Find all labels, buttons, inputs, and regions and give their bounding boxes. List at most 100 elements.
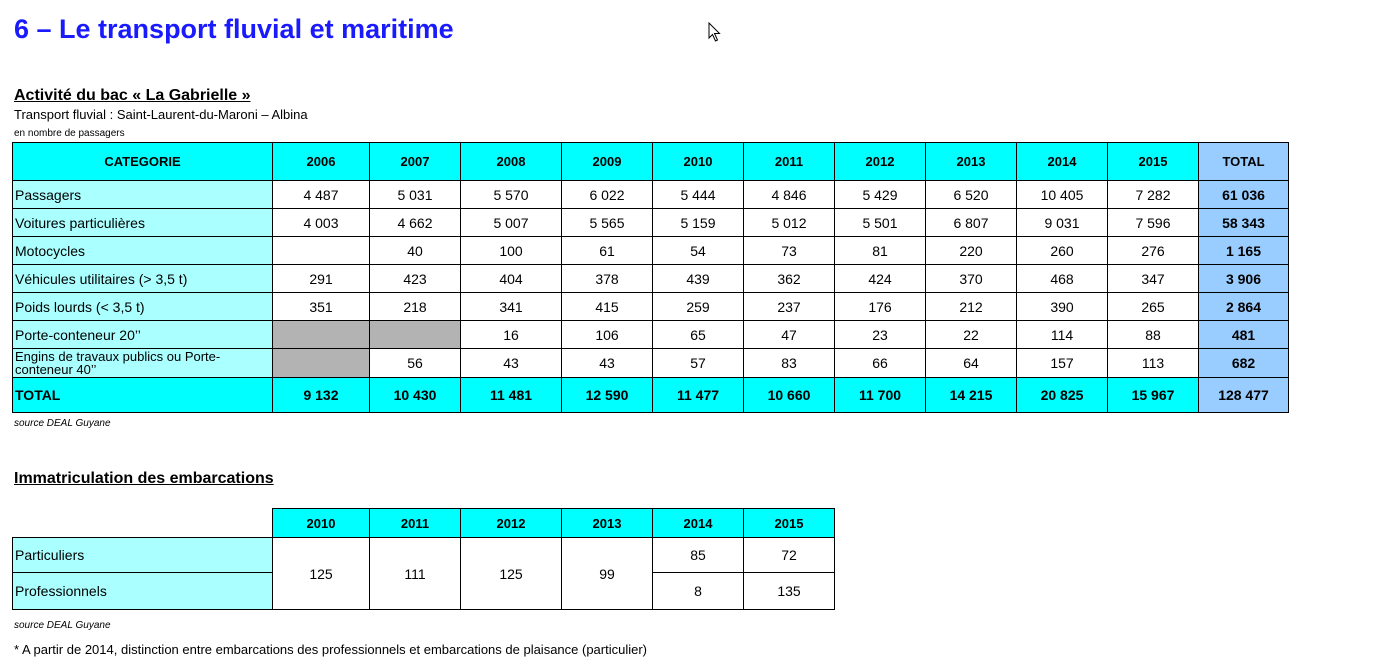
footnote: * A partir de 2014, distinction entre em… — [14, 642, 648, 657]
data-cell: 114 — [1016, 320, 1108, 349]
header-year: 2006 — [272, 142, 370, 181]
data-cell: 176 — [834, 292, 926, 321]
total-cell: 11 481 — [460, 377, 562, 413]
merged-cell: 99 — [561, 537, 653, 610]
data-cell: 212 — [925, 292, 1017, 321]
data-cell: 47 — [743, 320, 835, 349]
bac-activity-table: CATEGORIE 2006 2007 2008 2009 2010 2011 … — [12, 142, 1289, 413]
row-label: Particuliers — [12, 537, 273, 573]
data-cell: 423 — [369, 264, 461, 293]
total-cell: 10 660 — [743, 377, 835, 413]
row-label: Professionnels — [12, 572, 273, 610]
row-total-cell: 61 036 — [1198, 180, 1289, 209]
data-cell: 5 159 — [652, 208, 744, 237]
header-year: 2012 — [834, 142, 926, 181]
empty-cell — [272, 320, 370, 349]
total-cell: 20 825 — [1016, 377, 1108, 413]
data-cell: 83 — [743, 348, 835, 378]
data-cell: 9 031 — [1016, 208, 1108, 237]
data-cell: 5 570 — [460, 180, 562, 209]
total-cell: 10 430 — [369, 377, 461, 413]
data-cell: 6 520 — [925, 180, 1017, 209]
source-note-immat: source DEAL Guyane — [14, 620, 111, 631]
header-year: 2013 — [561, 508, 653, 538]
row-total-cell: 682 — [1198, 348, 1289, 378]
data-cell: 40 — [369, 236, 461, 265]
data-cell: 390 — [1016, 292, 1108, 321]
section-title-bac: Activité du bac « La Gabrielle » — [14, 87, 251, 104]
data-cell: 347 — [1107, 264, 1199, 293]
row-label: Voitures particulières — [12, 208, 273, 237]
data-cell: 341 — [460, 292, 562, 321]
table-row: Véhicules utilitaires (> 3,5 t) 291 423 404… — [12, 264, 1289, 293]
row-label: Poids lourds (< 3,5 t) — [12, 292, 273, 321]
data-cell: 415 — [561, 292, 653, 321]
table-header-row: 2010 2011 2012 2013 2014 2015 — [12, 508, 835, 538]
total-cell: 11 477 — [652, 377, 744, 413]
data-cell: 81 — [834, 236, 926, 265]
total-cell: 9 132 — [272, 377, 370, 413]
data-cell: 65 — [652, 320, 744, 349]
header-year: 2008 — [460, 142, 562, 181]
data-cell: 106 — [561, 320, 653, 349]
data-cell: 259 — [652, 292, 744, 321]
data-cell: 72 — [743, 537, 835, 573]
total-cell: 14 215 — [925, 377, 1017, 413]
data-cell: 61 — [561, 236, 653, 265]
data-cell: 57 — [652, 348, 744, 378]
header-category: CATEGORIE — [12, 142, 273, 181]
data-cell: 56 — [369, 348, 461, 378]
data-cell: 6 807 — [925, 208, 1017, 237]
unit-note: en nombre de passagers — [14, 128, 125, 139]
row-total-cell: 2 864 — [1198, 292, 1289, 321]
data-cell: 378 — [561, 264, 653, 293]
data-cell — [272, 236, 370, 265]
section-subtitle-bac: Transport fluvial : Saint-Laurent-du-Mar… — [14, 107, 308, 122]
data-cell: 260 — [1016, 236, 1108, 265]
data-cell: 237 — [743, 292, 835, 321]
header-year: 2010 — [272, 508, 370, 538]
data-cell: 4 662 — [369, 208, 461, 237]
merged-cell: 125 — [460, 537, 562, 610]
data-cell: 265 — [1107, 292, 1199, 321]
data-cell: 291 — [272, 264, 370, 293]
data-cell: 370 — [925, 264, 1017, 293]
header-year: 2007 — [369, 142, 461, 181]
table-row: Poids lourds (< 3,5 t) 351 218 341 415 259 237… — [12, 292, 1289, 321]
data-cell: 43 — [460, 348, 562, 378]
data-cell: 22 — [925, 320, 1017, 349]
data-cell: 468 — [1016, 264, 1108, 293]
data-cell: 73 — [743, 236, 835, 265]
immat-table: 2010 2011 2012 2013 2014 2015 Particulie… — [12, 508, 835, 610]
data-cell: 276 — [1107, 236, 1199, 265]
data-cell: 23 — [834, 320, 926, 349]
row-total-cell: 58 343 — [1198, 208, 1289, 237]
header-year: 2015 — [743, 508, 835, 538]
data-cell: 157 — [1016, 348, 1108, 378]
data-cell: 220 — [925, 236, 1017, 265]
merged-cell: 125 — [272, 537, 370, 610]
data-cell: 7 596 — [1107, 208, 1199, 237]
data-cell: 4 487 — [272, 180, 370, 209]
header-year: 2011 — [743, 142, 835, 181]
data-cell: 5 565 — [561, 208, 653, 237]
source-note-bac: source DEAL Guyane — [14, 418, 111, 429]
data-cell: 100 — [460, 236, 562, 265]
data-cell: 404 — [460, 264, 562, 293]
data-cell: 5 012 — [743, 208, 835, 237]
data-cell: 54 — [652, 236, 744, 265]
total-cell: 12 590 — [561, 377, 653, 413]
total-row-label: TOTAL — [12, 377, 273, 413]
data-cell: 85 — [652, 537, 744, 573]
header-year: 2010 — [652, 142, 744, 181]
data-cell: 43 — [561, 348, 653, 378]
data-cell: 5 429 — [834, 180, 926, 209]
data-cell: 64 — [925, 348, 1017, 378]
data-cell: 135 — [743, 572, 835, 610]
empty-cell — [369, 320, 461, 349]
table-row: Engins de travaux publics ou Porte-conte… — [12, 348, 1289, 378]
data-cell: 113 — [1107, 348, 1199, 378]
data-cell: 351 — [272, 292, 370, 321]
section-title-immat: Immatriculation des embarcations — [14, 470, 274, 487]
row-label: Porte-conteneur 20’’ — [12, 320, 273, 349]
